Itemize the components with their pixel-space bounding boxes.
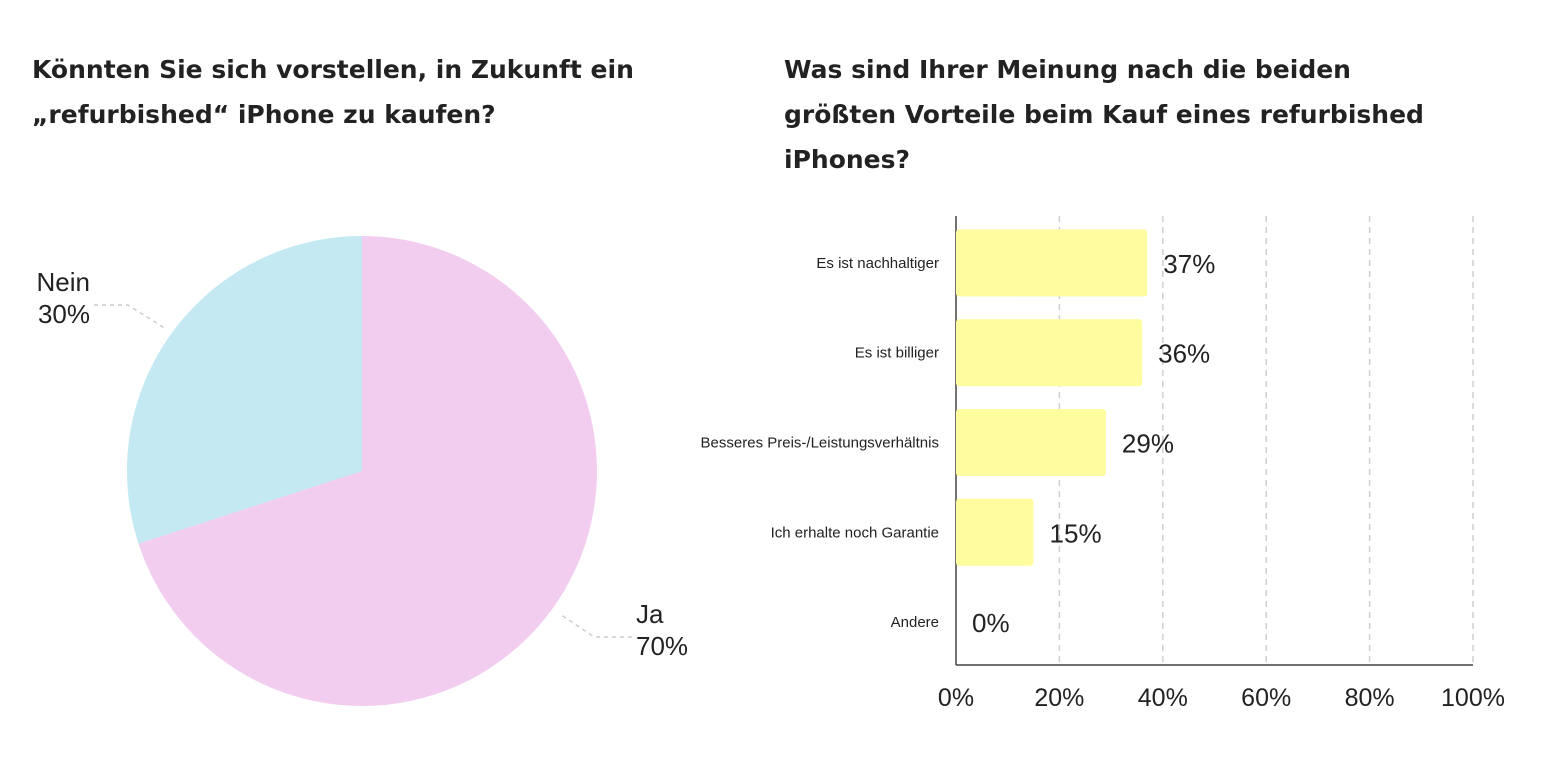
bar-category-label: Besseres Preis-/Leistungsverhältnis	[701, 435, 939, 452]
bar-category-label: Andere	[891, 614, 939, 631]
bar-category-label: Ich erhalte noch Garantie	[771, 524, 939, 541]
bar-value-label: 15%	[1050, 518, 1102, 548]
x-tick-label: 100%	[1441, 684, 1505, 712]
x-tick-label: 20%	[1034, 684, 1084, 712]
pie-value-nein: 30%	[38, 299, 90, 329]
bar-value-label: 0%	[972, 608, 1010, 638]
pie-label-nein: Nein	[37, 267, 90, 297]
bar	[956, 229, 1148, 297]
bar-category-label: Es ist nachhaltiger	[816, 255, 939, 272]
pie-leader-line-nein	[94, 304, 167, 330]
bar-value-label: 37%	[1163, 249, 1215, 279]
pie-label-ja: Ja	[636, 599, 664, 629]
bar	[956, 319, 1143, 387]
bar-chart-title: Was sind Ihrer Meinung nach die beiden g…	[784, 55, 1424, 174]
pie-value-ja: 70%	[636, 631, 688, 661]
bar-value-label: 29%	[1122, 429, 1174, 459]
bar-value-label: 36%	[1158, 339, 1210, 369]
pie-chart-title: Könnten Sie sich vorstellen, in Zukunft …	[32, 55, 634, 129]
pie-slice-nein	[126, 236, 362, 544]
pie-slice-ja	[138, 236, 597, 706]
bar-category-label: Es ist billiger	[855, 345, 939, 362]
x-tick-label: 80%	[1345, 684, 1395, 712]
bar	[956, 498, 1034, 566]
x-tick-label: 40%	[1138, 684, 1188, 712]
bar	[956, 409, 1106, 476]
x-tick-label: 0%	[938, 684, 974, 712]
pie-leader-line-ja	[559, 613, 632, 638]
x-tick-label: 60%	[1241, 684, 1291, 712]
